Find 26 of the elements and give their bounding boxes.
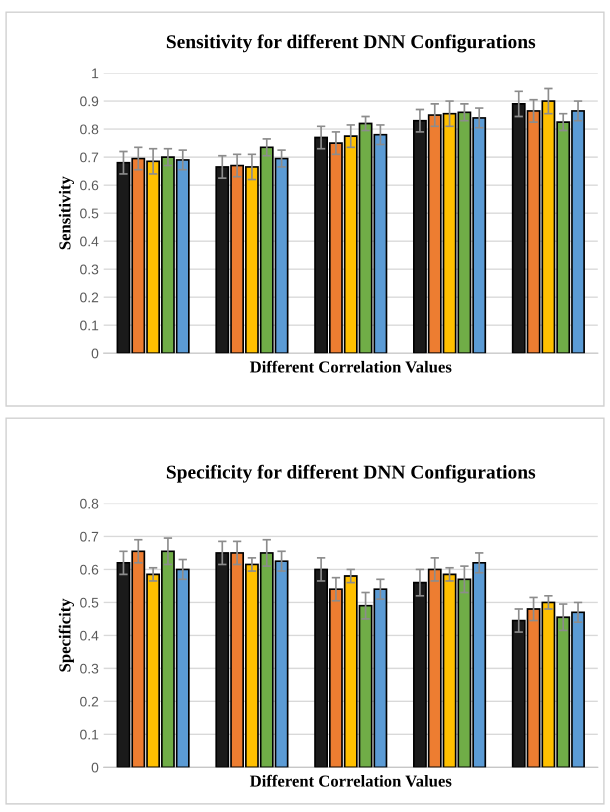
y-tick-label: 0.9 — [80, 96, 98, 106]
y-tick-label: 0.5 — [80, 598, 98, 608]
y-tick-label: 0 — [92, 762, 98, 773]
chart-title: Specificity for different DNN Configurations — [166, 464, 536, 483]
y-tick-label: 0.1 — [80, 320, 98, 330]
y-tick-label: 0.4 — [80, 236, 98, 246]
y-tick-label: 0.2 — [80, 696, 98, 707]
y-tick-label: 0.7 — [80, 532, 98, 542]
y-tick-label: 1 — [92, 68, 98, 78]
y-tick-label: 0.3 — [80, 264, 98, 274]
x-axis-title: Different Correlation Values — [250, 360, 452, 373]
y-tick-label: 0.1 — [80, 730, 98, 740]
chart-title: Sensitivity for different DNN Configurations — [166, 34, 536, 52]
y-tick-label: 0.6 — [80, 564, 98, 575]
y-tick-label: 0.8 — [80, 498, 98, 509]
y-tick-label: 0 — [92, 348, 98, 358]
x-axis-title: Different Correlation Values — [250, 774, 452, 787]
y-axis-title: Specificity — [58, 598, 74, 672]
y-tick-label: 0.5 — [80, 208, 98, 218]
y-tick-label: 0.7 — [80, 152, 98, 162]
y-tick-label: 0.4 — [80, 630, 98, 641]
y-tick-label: 0.2 — [80, 292, 98, 302]
y-tick-label: 0.3 — [80, 664, 98, 674]
y-tick-label: 0.6 — [80, 180, 98, 190]
y-tick-label: 0.8 — [80, 124, 98, 134]
y-axis-title: Sensitivity — [58, 176, 74, 250]
